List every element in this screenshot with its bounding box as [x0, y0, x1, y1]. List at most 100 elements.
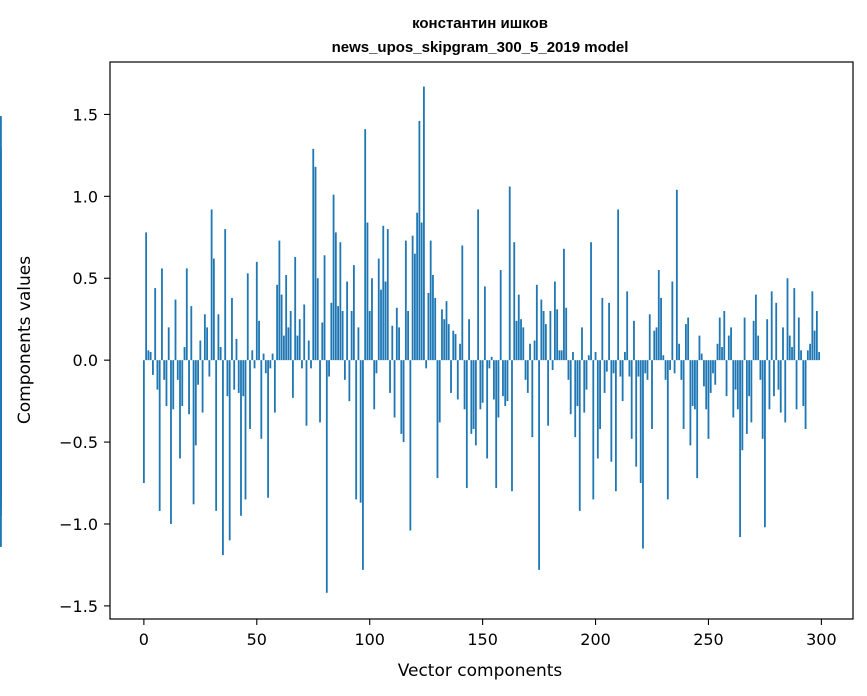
bar: [666, 360, 669, 500]
x-tick-label: 200: [580, 630, 611, 649]
bar: [642, 360, 644, 549]
bar: [646, 360, 649, 380]
bar: [278, 240, 281, 361]
bar: [511, 360, 513, 492]
x-tick-label: 50: [247, 630, 267, 649]
bar: [680, 360, 683, 380]
bar: [170, 360, 172, 524]
bar: [795, 360, 798, 410]
bar: [660, 297, 662, 361]
bar: [231, 297, 233, 361]
bar: [664, 360, 667, 380]
bar: [228, 360, 231, 541]
bar: [608, 302, 610, 361]
x-axis-label: Vector components: [398, 661, 563, 681]
bar: [181, 360, 184, 407]
bar: [0, 147, 2, 361]
bar: [578, 360, 581, 511]
bar: [343, 360, 346, 380]
bar: [222, 360, 224, 556]
bar: [235, 338, 238, 361]
bar: [362, 360, 364, 570]
bar: [483, 286, 486, 361]
bar: [567, 360, 570, 380]
bar: [520, 319, 522, 361]
bar: [373, 360, 376, 410]
bar: [296, 335, 299, 361]
bar: [267, 360, 269, 498]
bar: [750, 360, 753, 423]
bar: [389, 360, 391, 393]
bar: [201, 360, 204, 413]
bar: [691, 360, 694, 407]
bar: [779, 360, 782, 413]
bar: [739, 360, 741, 538]
bar: [764, 360, 766, 528]
bar: [761, 360, 764, 439]
bar: [581, 327, 583, 361]
bar: [596, 360, 599, 459]
bar: [723, 311, 726, 361]
bar: [282, 335, 285, 361]
bar: [522, 327, 525, 361]
bar: [163, 360, 166, 380]
bar: [0, 360, 2, 443]
bar: [321, 322, 324, 361]
bar: [657, 270, 660, 361]
bar: [447, 324, 450, 361]
bar: [328, 360, 330, 377]
bar: [486, 360, 489, 459]
bar: [547, 360, 550, 426]
bar: [671, 281, 674, 361]
bar: [264, 360, 267, 374]
bar: [506, 360, 509, 402]
bar: [716, 343, 719, 361]
bar: [745, 360, 748, 434]
bar: [504, 360, 507, 407]
bar: [775, 302, 778, 361]
bar: [298, 319, 301, 361]
bar: [438, 360, 441, 423]
bar: [350, 311, 353, 361]
bar: [0, 351, 2, 361]
bar: [346, 281, 349, 361]
bar: [391, 325, 394, 361]
y-axis-label: Components values: [15, 256, 35, 424]
bar: [452, 330, 455, 361]
bar: [292, 360, 294, 398]
bar: [260, 360, 263, 439]
bar: [569, 360, 572, 415]
x-tick-label: 250: [693, 630, 724, 649]
bar: [348, 360, 351, 402]
bar: [325, 360, 328, 593]
bar: [481, 360, 484, 403]
bar: [612, 360, 615, 374]
bar: [696, 360, 699, 479]
y-tick-label: 1.0: [73, 187, 98, 206]
bar: [323, 255, 326, 361]
bar: [215, 360, 218, 511]
bar: [727, 335, 730, 361]
bar: [684, 324, 687, 361]
bar: [206, 327, 209, 361]
bar: [617, 209, 620, 361]
bar: [553, 281, 556, 361]
bar: [784, 360, 787, 423]
bar: [572, 351, 574, 361]
bar: [529, 343, 531, 361]
bar: [366, 222, 369, 361]
bar: [682, 360, 685, 429]
bar: [423, 86, 425, 361]
bar: [818, 351, 821, 361]
bar: [407, 311, 410, 361]
bar: [703, 360, 705, 387]
bar: [551, 360, 554, 370]
bar: [273, 360, 276, 413]
bar: [364, 129, 367, 361]
bar: [542, 311, 545, 361]
bar: [249, 360, 251, 429]
bar: [418, 120, 421, 361]
bar: [219, 347, 222, 361]
bar: [768, 360, 771, 410]
